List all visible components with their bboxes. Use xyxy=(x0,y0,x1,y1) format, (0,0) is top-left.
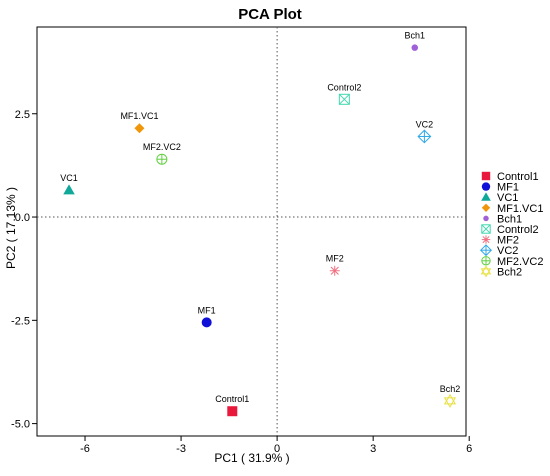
point-label-vc2: VC2 xyxy=(416,119,434,129)
point-label-control1: Control1 xyxy=(215,394,249,404)
x-tick-label: -6 xyxy=(80,443,90,455)
y-tick-label: -5.0 xyxy=(11,419,30,431)
y-tick-label: -2.5 xyxy=(11,315,30,327)
point-control1 xyxy=(227,406,238,417)
point-bch2 xyxy=(443,393,457,408)
legend-label-control2: Control2 xyxy=(497,224,539,236)
x-tick-label: -3 xyxy=(176,443,186,455)
legend-marker-mf1 xyxy=(481,182,491,191)
point-mf2 xyxy=(329,265,340,276)
point-label-vc1: VC1 xyxy=(60,173,78,183)
point-vc1 xyxy=(63,184,75,195)
point-control2 xyxy=(338,93,350,105)
legend-label-vc1: VC1 xyxy=(497,192,518,204)
data-points: Control1 MF1 VC1 MF1.VC1 Bch1 Control2 MF2 VC2 M… xyxy=(60,31,460,417)
legend-marker-mf2-vc2 xyxy=(481,256,491,266)
legend-label-control1: Control1 xyxy=(497,171,539,183)
legend-marker-control1 xyxy=(481,171,491,181)
reference-lines xyxy=(37,27,466,436)
legend-label-mf2-vc2: MF2.VC2 xyxy=(497,256,543,268)
point-label-bch1: Bch1 xyxy=(405,31,426,41)
point-label-mf2: MF2 xyxy=(326,254,344,264)
point-label-mf1-vc1: MF1.VC1 xyxy=(120,111,158,121)
legend-label-vc2: VC2 xyxy=(497,245,518,257)
x-tick-label: 6 xyxy=(466,443,472,455)
legend-label-mf1-vc1: MF1.VC1 xyxy=(497,203,543,215)
plot-area-frame xyxy=(36,26,467,437)
legend-marker-bch1 xyxy=(483,215,489,222)
x-axis-ticks: -6 -3 0 3 6 xyxy=(80,436,472,455)
legend: Control1MF1VC1MF1.VC1Bch1Control2MF2VC2M… xyxy=(480,171,543,278)
legend-marker-vc1 xyxy=(481,192,491,201)
point-label-mf1: MF1 xyxy=(198,305,216,315)
legend-label-mf2: MF2 xyxy=(497,235,519,247)
point-mf1 xyxy=(201,317,212,328)
point-vc2 xyxy=(417,129,432,144)
x-axis-label: PC1 ( 31.9% ) xyxy=(214,451,289,465)
x-tick-label: 3 xyxy=(370,443,376,455)
point-label-mf2-vc2: MF2.VC2 xyxy=(143,142,181,152)
point-label-bch2: Bch2 xyxy=(440,384,461,394)
legend-marker-bch2 xyxy=(480,265,492,278)
legend-label-bch1: Bch1 xyxy=(497,213,522,225)
point-bch1 xyxy=(411,44,419,51)
y-tick-label: 2.5 xyxy=(15,109,30,121)
y-axis-ticks: -5.0 -2.5 0.0 2.5 xyxy=(11,109,37,431)
legend-marker-vc2 xyxy=(480,244,492,257)
legend-label-bch2: Bch2 xyxy=(497,266,522,278)
legend-marker-mf1-vc1 xyxy=(481,203,491,212)
point-mf2-vc2 xyxy=(156,153,168,165)
legend-marker-mf2 xyxy=(481,235,491,244)
y-axis-label: PC2 ( 17.13% ) xyxy=(4,187,18,269)
x-tick-label: 0 xyxy=(274,443,280,455)
y-tick-label: 0.0 xyxy=(15,212,30,224)
point-label-control2: Control2 xyxy=(327,82,361,92)
chart-title: PCA Plot xyxy=(238,6,302,23)
legend-marker-control2 xyxy=(481,224,491,234)
legend-label-mf1: MF1 xyxy=(497,182,519,194)
point-mf1-vc1 xyxy=(134,123,145,134)
